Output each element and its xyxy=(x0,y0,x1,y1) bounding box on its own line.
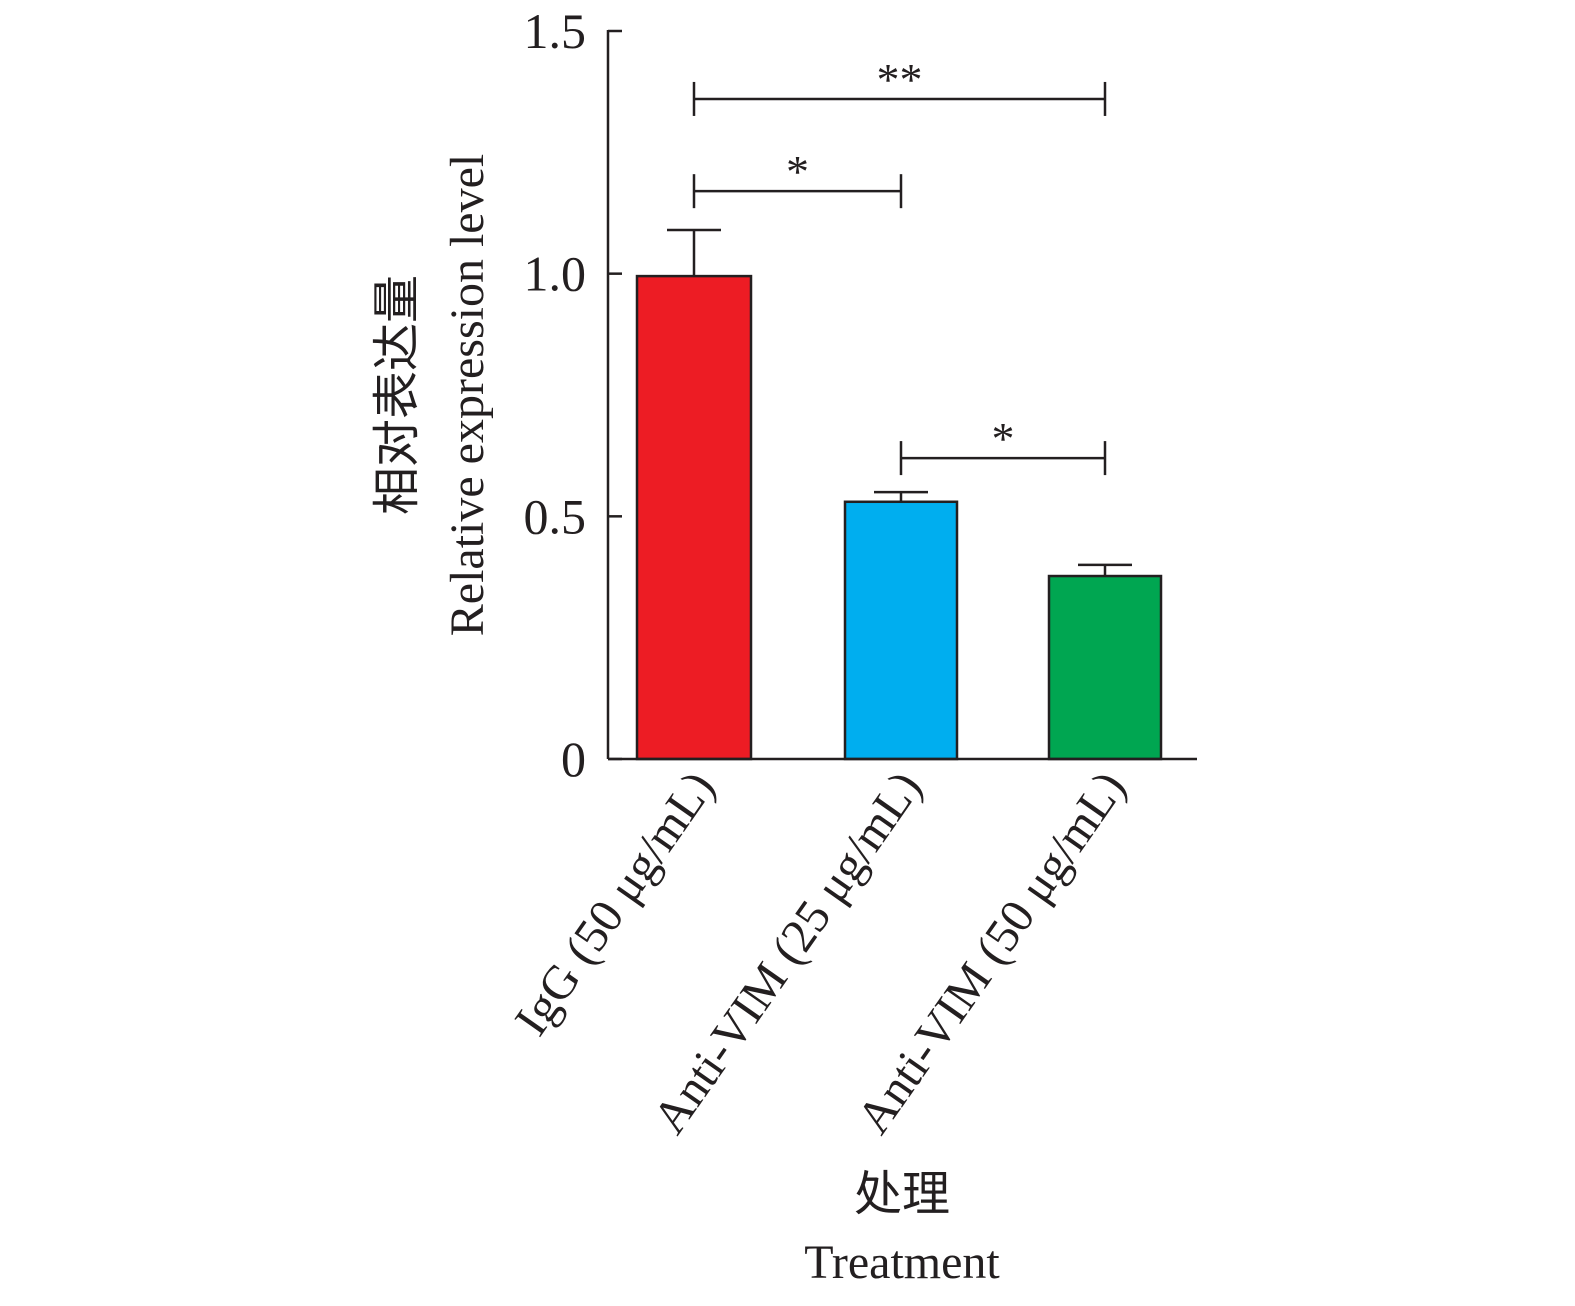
significance-label: ** xyxy=(877,54,923,105)
significance-label: * xyxy=(786,146,809,197)
y-axis-title-cn: 相对表达量 xyxy=(371,275,424,515)
x-axis-title-cn: 处理 xyxy=(854,1168,950,1221)
bar xyxy=(1047,574,1163,761)
x-axis-category-labels: IgG (50 μg/mL)Anti-VIM (25 μg/mL)Anti-VI… xyxy=(505,762,1136,1143)
y-axis-ticks: 0 0.5 1.0 1.5 xyxy=(524,3,622,787)
x-category-label: IgG (50 μg/mL) xyxy=(505,762,725,1045)
error-bars xyxy=(667,228,1132,577)
y-tick-label: 1.5 xyxy=(524,3,587,59)
bars xyxy=(635,274,1163,761)
bar xyxy=(635,274,753,761)
y-tick-label: 0 xyxy=(561,731,586,787)
significance-brackets: **** xyxy=(692,54,1107,476)
y-axis-title: 相对表达量 Relative expression level xyxy=(371,154,494,637)
y-axis-title-en: Relative expression level xyxy=(441,154,494,637)
y-tick-label: 1.0 xyxy=(524,246,587,302)
significance-label: * xyxy=(992,413,1015,464)
bar xyxy=(843,500,959,761)
x-axis-title-en: Treatment xyxy=(804,1236,1000,1289)
y-tick-label: 0.5 xyxy=(524,488,587,544)
